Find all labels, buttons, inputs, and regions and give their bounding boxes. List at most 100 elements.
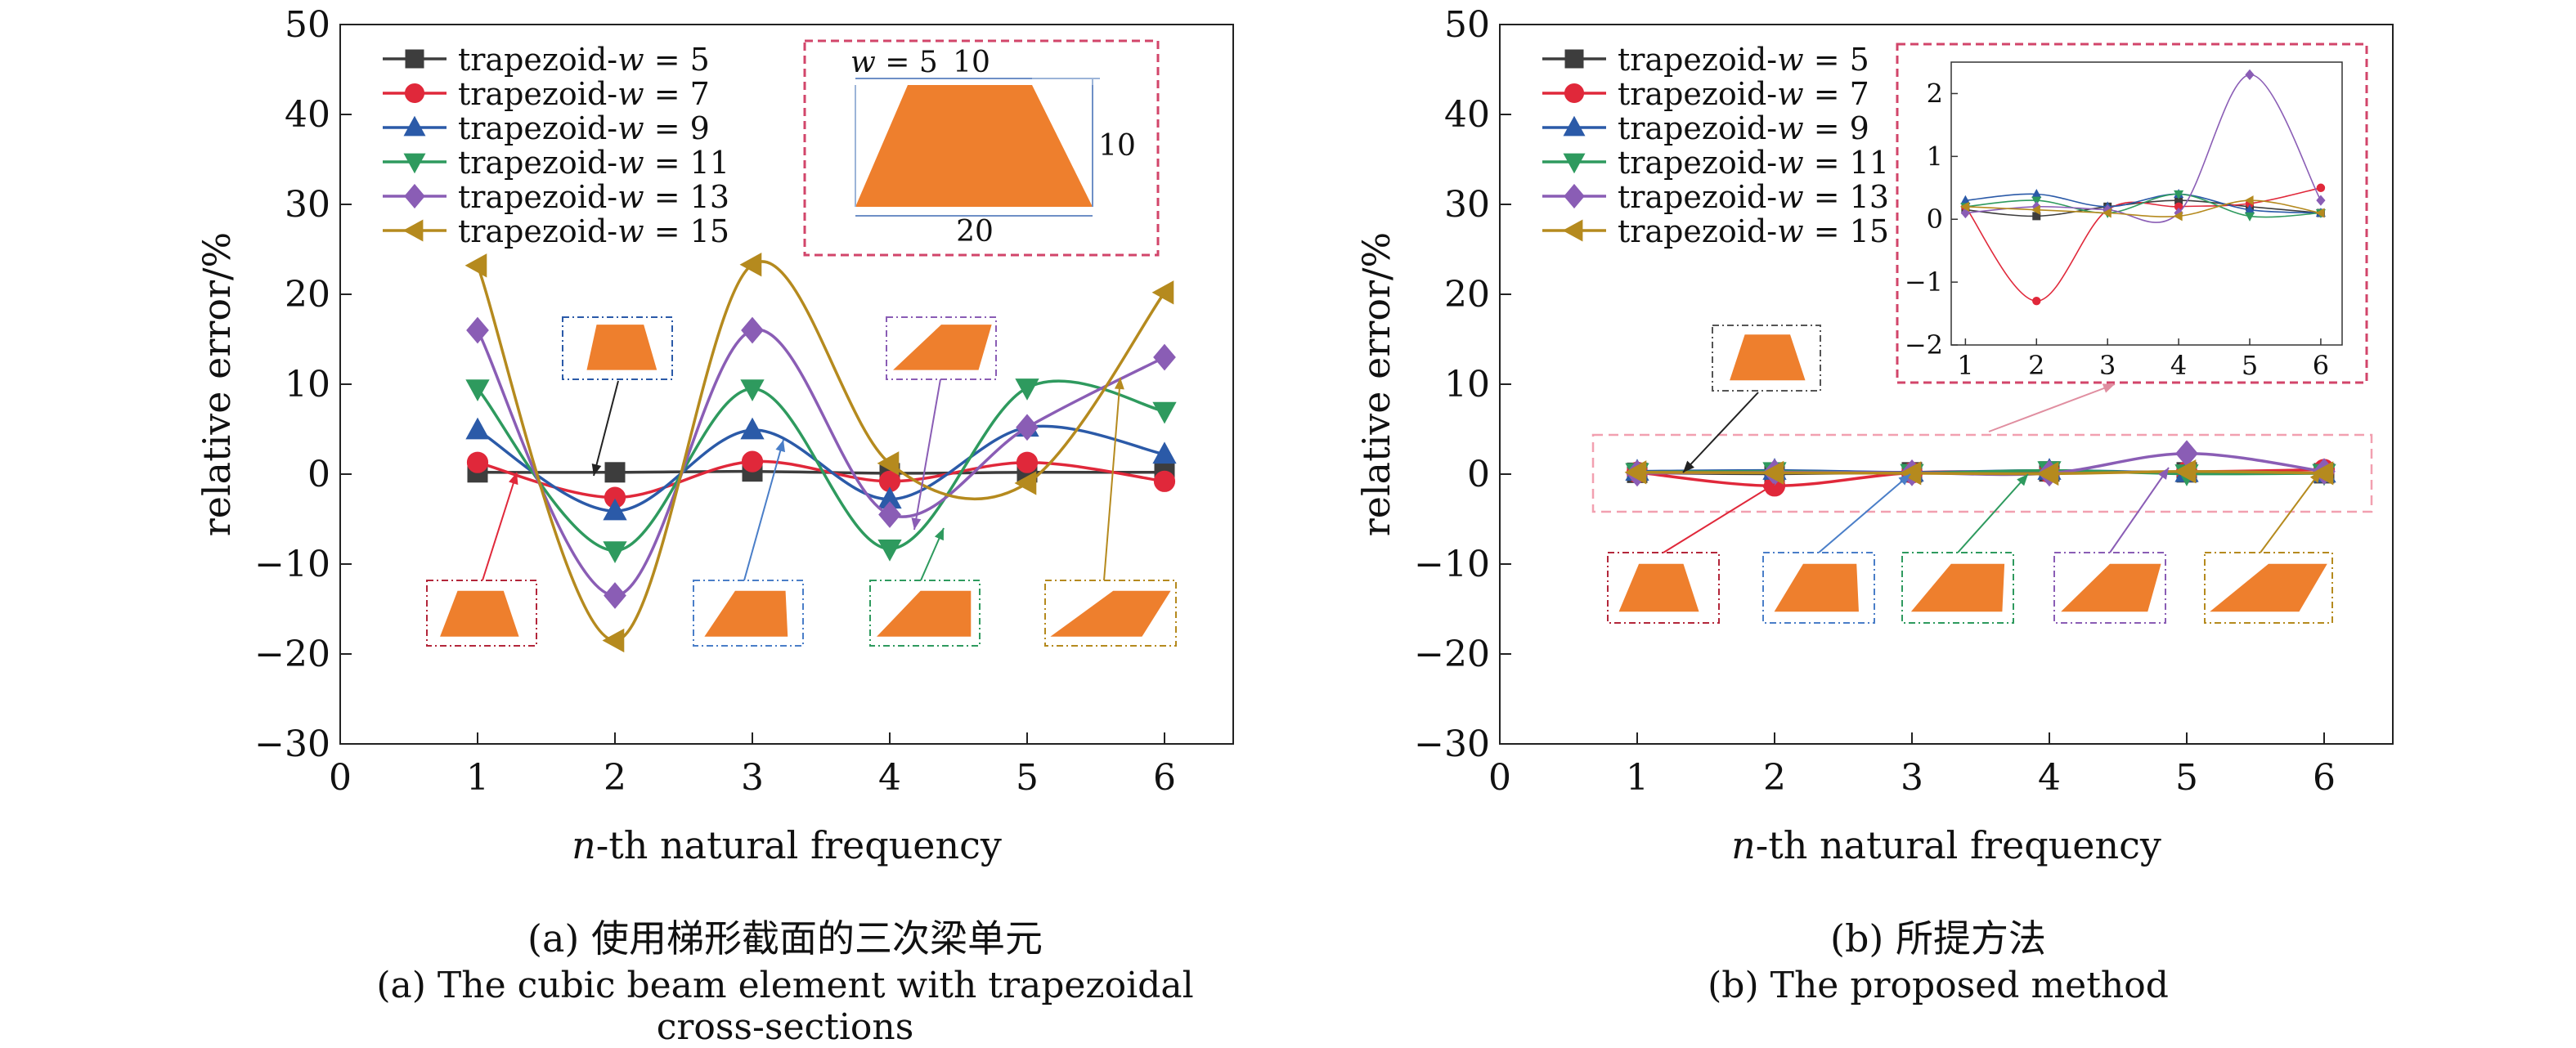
- x-axis-label: n-th natural frequency: [1731, 823, 2161, 867]
- caption-b-en: (b) The proposed method: [1708, 965, 2169, 1006]
- pointer-arrow-w11: [920, 527, 945, 581]
- legend-entry: trapezoid-w = 13: [1618, 179, 1889, 215]
- y-tick-label: 10: [1444, 364, 1490, 405]
- data-point-w15: [739, 253, 762, 277]
- y-tick-label: −10: [254, 544, 330, 585]
- data-point-w7: [1016, 451, 1039, 473]
- data-point-w13: [878, 501, 901, 528]
- inset-plot-frame: [1950, 61, 2343, 346]
- inset-data-point: [2245, 69, 2255, 81]
- pointer-arrow-w13: [2109, 467, 2170, 553]
- x-tick-label: 2: [1763, 757, 1786, 799]
- data-point-w9: [603, 498, 627, 521]
- data-point-w13: [466, 316, 489, 344]
- y-tick-label: 40: [1444, 94, 1490, 136]
- dimension-height-label: 10: [1098, 129, 1136, 163]
- legend-entry: trapezoid-w = 5: [458, 42, 710, 78]
- pointer-arrow-w7: [482, 472, 518, 581]
- y-tick-label: −30: [1414, 723, 1490, 765]
- pointer-arrow-w15: [2260, 470, 2322, 553]
- inset-data-point: [2031, 196, 2042, 206]
- shape-box-w7: [1607, 552, 1720, 624]
- pointer-arrow-w9: [1818, 473, 1911, 553]
- inset-chart: 1 2 3 4 5 6 −2 −1 0 1 2: [1905, 61, 2343, 381]
- pointer-arrow-w5: [1682, 392, 1759, 473]
- legend-entry: trapezoid-w = 9: [1618, 110, 1869, 146]
- trapezoid-shape: [893, 325, 992, 370]
- pointer-arrow-w5: [591, 380, 619, 477]
- y-tick-label: −10: [1414, 544, 1490, 585]
- inset-data-point: [1960, 207, 1970, 219]
- shape-box-w15: [1044, 580, 1177, 647]
- data-point-w11: [465, 379, 490, 401]
- inset-y-tick-label: −2: [1905, 329, 1943, 361]
- inset-frame: [1896, 43, 2368, 384]
- shape-box-w5: [1712, 325, 1821, 392]
- x-tick-label: 4: [2038, 757, 2061, 799]
- legend-marker: [403, 153, 426, 174]
- pointer-arrow-w15: [1103, 377, 1124, 581]
- legend-entry: trapezoid-w = 7: [458, 76, 710, 112]
- trapezoid-shape: [1730, 334, 1806, 381]
- shape-box-w5: [562, 316, 673, 380]
- shape-box-w13: [2053, 552, 2166, 624]
- x-tick-label: 3: [741, 757, 764, 799]
- data-point-w15: [2311, 461, 2334, 486]
- legend-entry: trapezoid-w = 15: [1618, 213, 1889, 249]
- data-point-w11: [740, 379, 765, 401]
- caption-a-en: (a) The cubic beam element with trapezoi…: [376, 965, 1194, 1048]
- caption-a-zh: (a) 使用梯形截面的三次梁单元: [527, 916, 1043, 961]
- legend-marker: [1563, 115, 1586, 137]
- data-point-w15: [602, 628, 625, 653]
- y-tick-label: 10: [285, 364, 330, 405]
- dimension-w-label: w = 5: [850, 46, 938, 79]
- legend-marker: [1564, 49, 1584, 69]
- inset-y-tick-label: −1: [1905, 266, 1943, 298]
- data-point-w9: [1152, 441, 1177, 464]
- shape-box-w11: [869, 580, 981, 647]
- inset-data-point: [2315, 208, 2325, 218]
- x-tick-label: 1: [466, 757, 489, 799]
- y-tick-label: −20: [254, 634, 330, 675]
- shape-box-w13: [886, 316, 997, 380]
- data-point-w13: [741, 316, 764, 344]
- shape-box-w9: [1762, 552, 1875, 624]
- y-axis-label: relative error/%: [195, 232, 239, 536]
- trapezoid-shape: [586, 325, 657, 370]
- inset-x-tick-label: 3: [2099, 350, 2116, 381]
- y-tick-label: 50: [1444, 4, 1490, 46]
- data-point-w13: [1016, 414, 1039, 441]
- dimension-inset-frame: [803, 39, 1160, 257]
- legend-marker: [1564, 183, 1585, 209]
- trapezoid-shape: [704, 590, 788, 637]
- y-tick-label: −30: [254, 723, 330, 765]
- data-point-w15: [2036, 461, 2059, 486]
- legend-entry: trapezoid-w = 13: [458, 179, 729, 215]
- legend-entry: trapezoid-w = 15: [458, 213, 729, 249]
- pointer-arrow-w11: [1957, 473, 2029, 553]
- dimension-trapezoid: [855, 85, 1093, 207]
- data-point-w11: [877, 540, 902, 562]
- x-tick-label: 5: [1016, 757, 1039, 799]
- y-tick-label: 30: [1444, 184, 1490, 226]
- data-point-w7: [466, 451, 489, 473]
- series-line-w15: [476, 260, 1166, 643]
- shape-box-w7: [426, 580, 537, 647]
- legend-marker: [1562, 219, 1583, 242]
- x-tick-label: 6: [2313, 757, 2336, 799]
- inset-series-line: [1965, 193, 2321, 218]
- inset-data-point: [2244, 195, 2254, 206]
- x-tick-label: 1: [1626, 757, 1649, 799]
- inset-x-tick-label: 4: [2170, 350, 2187, 381]
- inset-y-tick-label: 2: [1927, 78, 1943, 109]
- inset-data-point: [2316, 195, 2326, 206]
- data-point-w7: [1153, 470, 1176, 492]
- pointer-arrow-w13: [911, 378, 941, 531]
- inset-data-point: [2174, 190, 2184, 199]
- inset-data-point: [2244, 212, 2255, 222]
- legend-marker: [404, 83, 425, 104]
- y-tick-label: 50: [285, 4, 330, 46]
- legend-entry: trapezoid-w = 9: [458, 110, 710, 146]
